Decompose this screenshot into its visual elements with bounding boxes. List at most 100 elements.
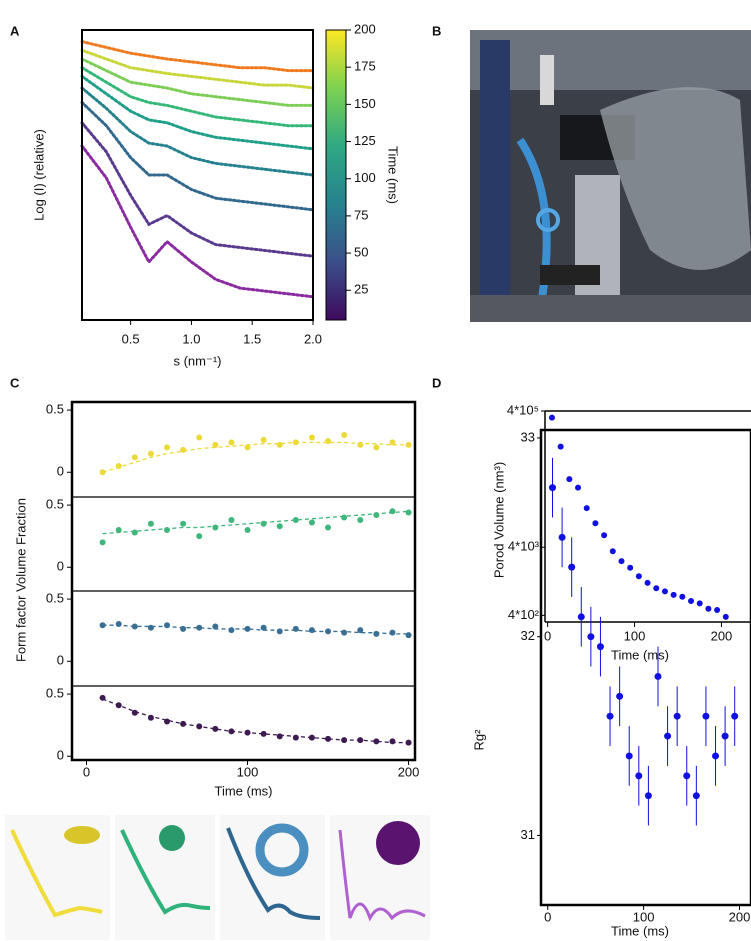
data-point — [147, 520, 154, 527]
data-point — [405, 739, 412, 746]
data-point — [389, 629, 396, 636]
data-point — [276, 628, 283, 635]
data-point — [292, 439, 299, 446]
data-point — [99, 694, 106, 701]
data-point — [587, 633, 595, 641]
data-point — [115, 702, 122, 709]
data-point — [196, 533, 203, 540]
data-point — [549, 484, 557, 492]
data-point — [673, 712, 681, 720]
data-point — [260, 730, 267, 737]
data-point — [373, 738, 380, 745]
y-axis-label: Log (I) (relative) — [31, 129, 46, 221]
y-tick-label: 31 — [521, 827, 535, 842]
illustrations — [5, 815, 430, 940]
colorbar-tick-label: 100 — [354, 170, 376, 185]
data-point — [712, 752, 720, 760]
data-point — [276, 523, 283, 530]
data-point — [212, 524, 219, 531]
data-point — [99, 469, 106, 476]
y-tick-label: 0 — [57, 748, 64, 763]
colorbar-tick-label: 200 — [354, 21, 376, 36]
data-point — [180, 720, 187, 727]
data-point — [548, 414, 555, 421]
data-point — [664, 732, 672, 740]
data-point — [147, 624, 154, 631]
data-point — [131, 454, 138, 461]
y-axis-label: Rg² — [471, 729, 486, 751]
data-point — [721, 732, 729, 740]
y-tick-label: 4*10² — [508, 607, 540, 622]
data-point — [696, 600, 703, 607]
data-point — [373, 444, 380, 451]
data-point — [131, 529, 138, 536]
y-tick-label: 0.5 — [46, 402, 64, 417]
panel-label: B — [432, 23, 441, 38]
x-tick-label: 200 — [711, 628, 733, 643]
data-point — [566, 476, 573, 483]
y-tick-label: 0 — [57, 653, 64, 668]
x-tick-label: 100 — [237, 764, 259, 779]
y-tick-label: 0.5 — [46, 497, 64, 512]
data-point — [405, 509, 412, 516]
data-point — [180, 625, 187, 632]
x-axis-label: Time (ms) — [611, 647, 669, 662]
y-tick-label: 0 — [57, 464, 64, 479]
y-tick-label: 0.5 — [46, 686, 64, 701]
data-point — [583, 505, 590, 512]
x-tick-label: 0 — [544, 628, 551, 643]
data-point — [373, 630, 380, 637]
data-point — [196, 434, 203, 441]
data-point — [196, 624, 203, 631]
photo — [470, 30, 751, 322]
saxs-curve — [80, 48, 315, 90]
colorbar-tick-label: 125 — [354, 133, 376, 148]
saxs-curve — [80, 40, 315, 73]
data-point — [670, 591, 677, 598]
fit-line — [102, 698, 409, 744]
data-point — [653, 585, 660, 592]
data-point — [308, 627, 315, 634]
data-point — [627, 564, 634, 571]
data-point — [164, 718, 171, 725]
data-point — [683, 772, 691, 780]
data-point — [228, 728, 235, 735]
saxs-curve — [80, 74, 315, 151]
panel-label: A — [10, 23, 20, 38]
panel-label: D — [432, 375, 441, 390]
data-point — [373, 512, 380, 519]
colorbar-tick-label: 25 — [354, 282, 368, 297]
y-tick-label: 0 — [57, 559, 64, 574]
data-point — [244, 444, 251, 451]
data-point — [115, 620, 122, 627]
data-point — [405, 632, 412, 639]
data-point — [357, 627, 364, 634]
colorbar-label: Time (ms) — [386, 146, 401, 204]
data-point — [606, 712, 614, 720]
data-point — [722, 613, 729, 620]
saxs-curve — [80, 101, 315, 212]
data-point — [99, 539, 106, 546]
data-point — [654, 672, 662, 680]
x-tick-label: 2.0 — [304, 331, 322, 346]
data-point — [357, 517, 364, 524]
saxs-curve — [80, 144, 315, 299]
data-point — [575, 484, 582, 491]
saxs-curve — [80, 57, 315, 107]
x-tick-label: 200 — [398, 764, 420, 779]
colorbar-tick-label: 175 — [354, 59, 376, 74]
data-point — [325, 524, 332, 531]
data-point — [228, 627, 235, 634]
data-point — [616, 692, 624, 700]
data-point — [644, 792, 652, 800]
data-point — [341, 431, 348, 438]
data-point — [244, 729, 251, 736]
data-point — [244, 526, 251, 533]
data-point — [625, 752, 633, 760]
data-point — [577, 613, 585, 621]
data-point — [196, 723, 203, 730]
data-point — [592, 520, 599, 527]
data-point — [635, 772, 643, 780]
data-point — [618, 558, 625, 565]
